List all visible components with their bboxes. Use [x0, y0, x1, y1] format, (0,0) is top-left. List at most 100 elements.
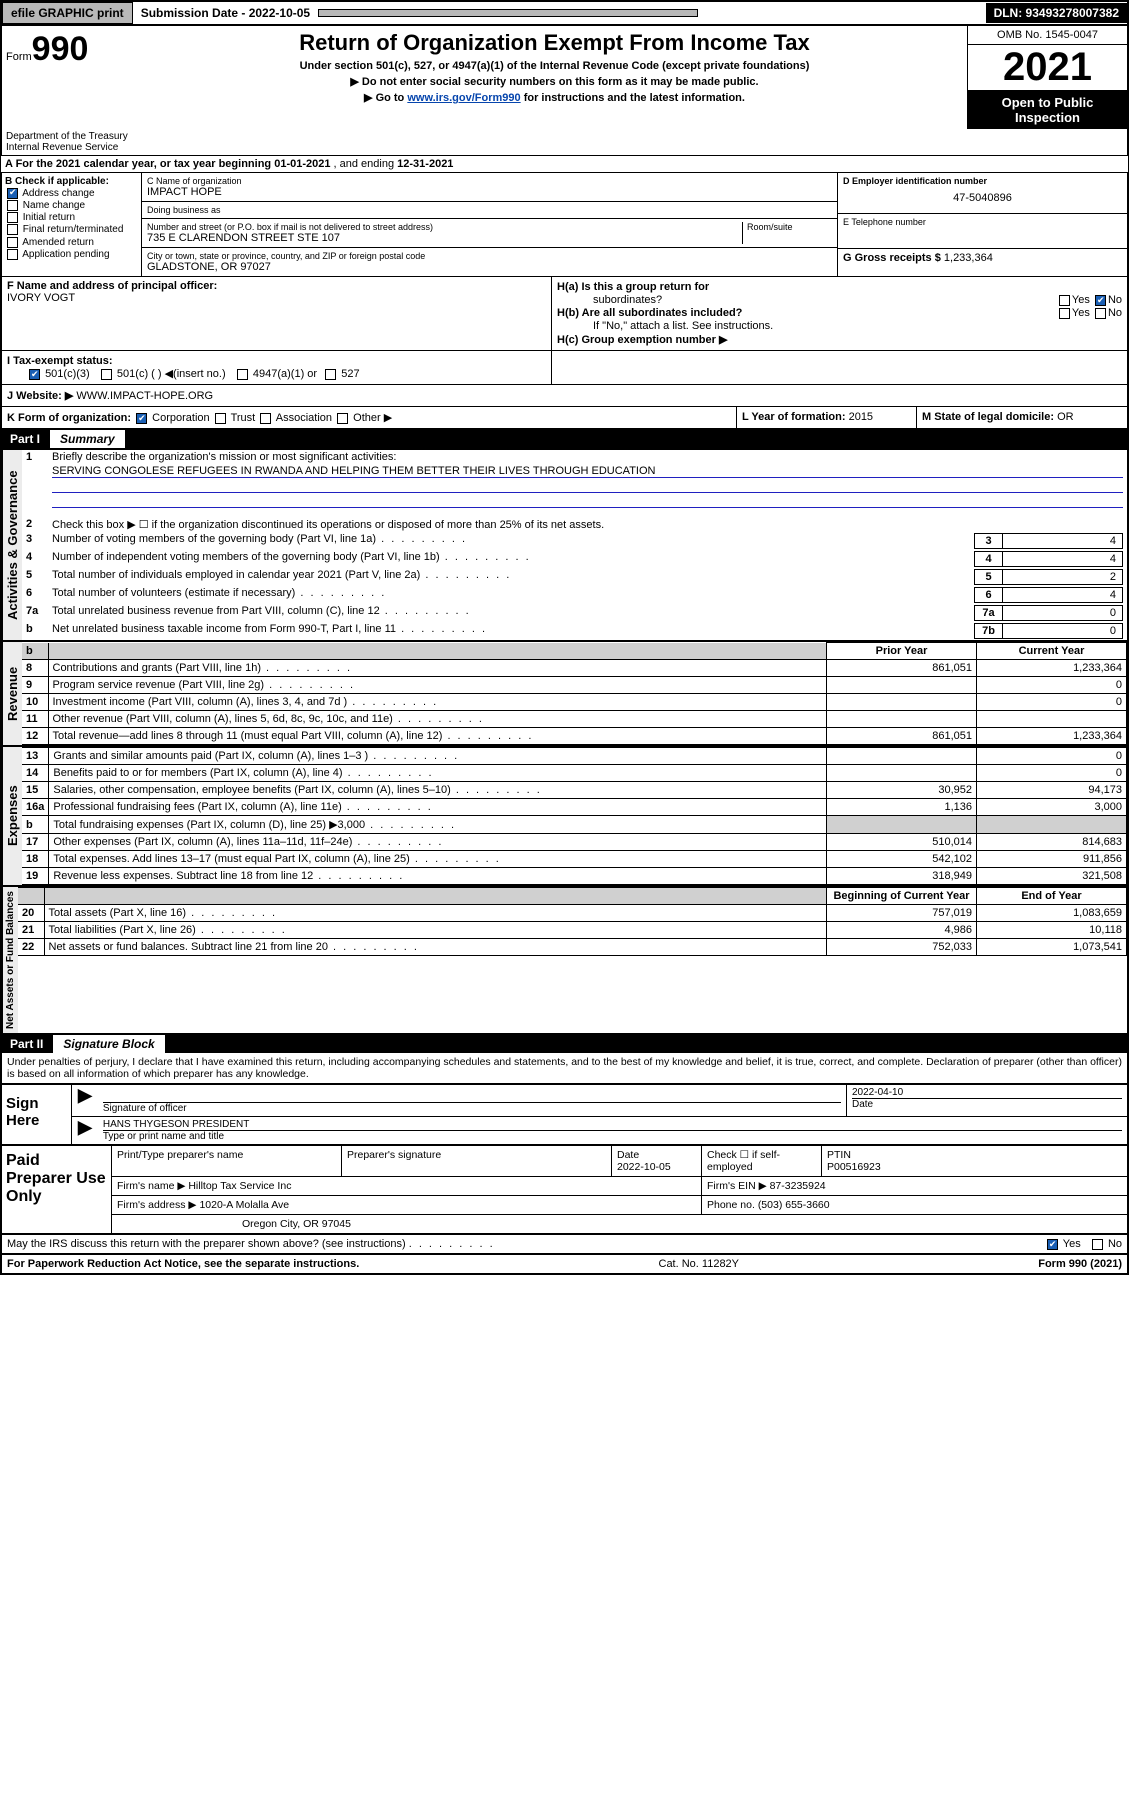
ha-yes-chk[interactable]	[1059, 295, 1070, 306]
officer-label: F Name and address of principal officer:	[7, 280, 217, 292]
chk-other[interactable]	[337, 413, 348, 424]
discuss-no-chk[interactable]	[1092, 1239, 1103, 1250]
firm-ein-label: Firm's EIN ▶	[707, 1180, 767, 1192]
tax-year: 2021	[968, 45, 1127, 91]
hc-label: H(c) Group exemption number ▶	[557, 334, 727, 346]
paid-preparer-label: Paid Preparer Use Only	[2, 1146, 112, 1233]
hb-label: H(b) Are all subordinates included?	[557, 307, 742, 319]
expenses-table: 13Grants and similar amounts paid (Part …	[22, 747, 1127, 885]
chk-initial-return[interactable]	[7, 212, 18, 223]
pra-notice: For Paperwork Reduction Act Notice, see …	[7, 1258, 359, 1270]
current-year-hdr: Current Year	[977, 643, 1127, 660]
form-prefix: Form	[6, 51, 32, 63]
sect-net-assets: Net Assets or Fund Balances Beginning of…	[2, 887, 1127, 1033]
chk-4947[interactable]	[237, 369, 248, 380]
mission-value: SERVING CONGOLESE REFUGEES IN RWANDA AND…	[52, 465, 1123, 478]
firm-ein-value: 87-3235924	[770, 1180, 826, 1192]
preparer-sig-hdr: Preparer's signature	[342, 1146, 612, 1176]
signature-label: Signature of officer	[103, 1103, 841, 1114]
end-year-hdr: End of Year	[977, 888, 1127, 905]
chk-501c3[interactable]	[29, 369, 40, 380]
hb-no-chk[interactable]	[1095, 308, 1106, 319]
chk-address-change[interactable]	[7, 188, 18, 199]
open-inspection: Open to Public Inspection	[968, 91, 1127, 129]
row-i-j: I Tax-exempt status: 501(c)(3) 501(c) ( …	[0, 351, 1129, 385]
ein-label: D Employer identification number	[843, 176, 1122, 186]
sect-governance: Activities & Governance 1Briefly describ…	[2, 450, 1127, 642]
website-label: J Website: ▶	[7, 390, 73, 402]
hb-yes-chk[interactable]	[1059, 308, 1070, 319]
instructions-link[interactable]: www.irs.gov/Form990	[407, 92, 520, 104]
chk-amended-return[interactable]	[7, 237, 18, 248]
phone-value: (503) 655-3660	[758, 1199, 830, 1211]
part-2-header: Part II Signature Block	[0, 1035, 1129, 1053]
begin-year-hdr: Beginning of Current Year	[827, 888, 977, 905]
officer-name: IVORY VOGT	[7, 292, 75, 304]
line-2-discontinued: Check this box ▶ ☐ if the organization d…	[52, 518, 1123, 531]
chk-501c[interactable]	[101, 369, 112, 380]
cat-no: Cat. No. 11282Y	[659, 1258, 740, 1270]
top-bar: efile GRAPHIC print Submission Date - 20…	[0, 0, 1129, 26]
blank-field	[318, 9, 698, 17]
row-j-website: J Website: ▶ WWW.IMPACT-HOPE.ORG	[0, 385, 1129, 407]
ptin-hdr: PTIN	[827, 1149, 851, 1161]
gross-value: 1,233,364	[944, 252, 993, 264]
firm-addr-label: Firm's address ▶	[117, 1199, 197, 1211]
gross-label: G Gross receipts $	[843, 252, 941, 264]
row-k-l-m: K Form of organization: Corporation Trus…	[0, 407, 1129, 430]
form-header: Form990 Return of Organization Exempt Fr…	[0, 26, 1129, 129]
chk-app-pending[interactable]	[7, 249, 18, 260]
footer-bottom: For Paperwork Reduction Act Notice, see …	[0, 1255, 1129, 1275]
col-b-header: B Check if applicable:	[5, 176, 109, 187]
ha-label: H(a) Is this a group return for	[557, 281, 709, 293]
city-label: City or town, state or province, country…	[147, 251, 832, 261]
part-1-title: Summary	[50, 430, 125, 448]
col-b-checkboxes: B Check if applicable: Address change Na…	[2, 173, 142, 276]
firm-addr2: Oregon City, OR 97045	[112, 1215, 1127, 1233]
chk-name-change[interactable]	[7, 200, 18, 211]
dln: DLN: 93493278007382	[986, 3, 1127, 23]
dept-treasury: Department of the TreasuryInternal Reven…	[0, 129, 1129, 155]
website-value: WWW.IMPACT-HOPE.ORG	[76, 390, 213, 402]
signature-line	[103, 1087, 841, 1103]
type-print-label: Type or print name and title	[103, 1131, 1122, 1142]
form-title: Return of Organization Exempt From Incom…	[146, 30, 963, 56]
part-2-title: Signature Block	[53, 1035, 164, 1053]
row-a-tax-year: A For the 2021 calendar year, or tax yea…	[0, 155, 1129, 173]
chk-527[interactable]	[325, 369, 336, 380]
sign-date-value: 2022-04-10	[852, 1087, 1122, 1098]
ha-no-chk[interactable]	[1095, 295, 1106, 306]
penalty-text: Under penalties of perjury, I declare th…	[0, 1053, 1129, 1083]
ha-label2: subordinates?	[557, 294, 662, 306]
phone-label: Phone no.	[707, 1199, 755, 1211]
chk-corp[interactable]	[136, 413, 147, 424]
mission-line3	[52, 495, 1123, 508]
officer-name-title: HANS THYGESON PRESIDENT	[103, 1119, 1122, 1131]
sign-here-label: Sign Here	[2, 1085, 72, 1144]
room-label: Room/suite	[747, 222, 832, 232]
firm-addr1: 1020-A Molalla Ave	[199, 1199, 289, 1211]
ein-value: 47-5040896	[843, 186, 1122, 210]
arrow-icon: ▶	[72, 1117, 98, 1144]
prior-year-hdr: Prior Year	[827, 643, 977, 660]
firm-name-label: Firm's name ▶	[117, 1180, 185, 1192]
form-org-label: K Form of organization:	[7, 412, 131, 424]
summary-box: Activities & Governance 1Briefly describ…	[0, 448, 1129, 1035]
efile-btn[interactable]: efile GRAPHIC print	[2, 2, 133, 24]
form-ref: Form 990 (2021)	[1038, 1258, 1122, 1270]
chk-final-return[interactable]	[7, 224, 18, 235]
tab-revenue: Revenue	[2, 642, 22, 745]
hb-note: If "No," attach a list. See instructions…	[557, 320, 773, 332]
subtitle-3: ▶ Go to www.irs.gov/Form990 for instruct…	[146, 91, 963, 104]
chk-assoc[interactable]	[260, 413, 271, 424]
goto-post: for instructions and the latest informat…	[521, 92, 745, 104]
self-employed-chk: Check ☐ if self-employed	[702, 1146, 822, 1176]
part-2-num: Part II	[0, 1035, 53, 1053]
discuss-yes-chk[interactable]	[1047, 1239, 1058, 1250]
addr-value: 735 E CLARENDON STREET STE 107	[147, 232, 742, 244]
col-d-e: D Employer identification number 47-5040…	[837, 173, 1127, 276]
chk-trust[interactable]	[215, 413, 226, 424]
footer-discuss: May the IRS discuss this return with the…	[0, 1235, 1129, 1255]
submission-date: Submission Date - 2022-10-05	[133, 3, 318, 23]
subtitle-2: ▶ Do not enter social security numbers o…	[146, 75, 963, 88]
